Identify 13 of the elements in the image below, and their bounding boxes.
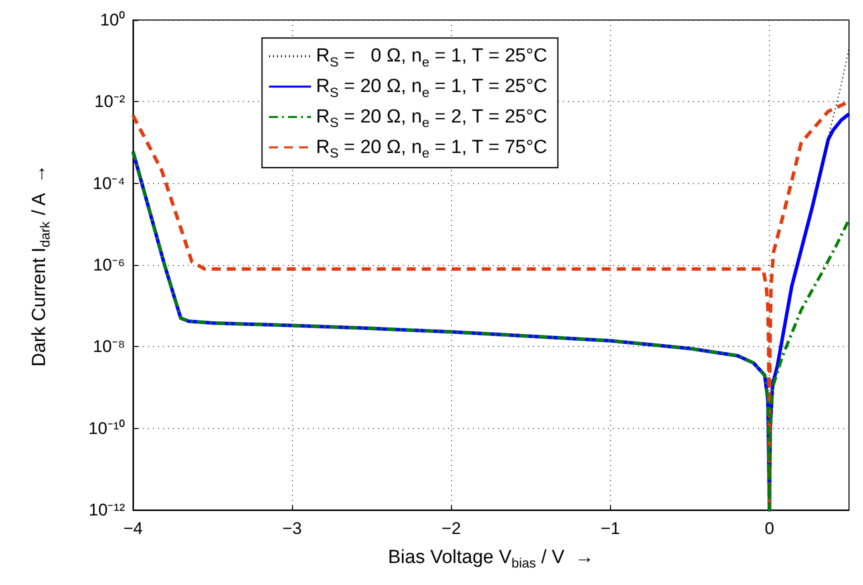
- y-tick-label: 10⁻⁴: [92, 174, 125, 193]
- y-tick-label: 10⁻²: [94, 92, 126, 112]
- x-tick-label: −4: [123, 519, 143, 538]
- x-tick-label: −2: [442, 519, 461, 538]
- x-tick-label: −1: [600, 519, 620, 538]
- y-tick-label: 10⁻⁸: [92, 337, 125, 356]
- x-tick-label: −3: [282, 519, 302, 538]
- y-axis-title: Dark Current Idark / A →: [29, 164, 53, 367]
- y-tick-label: 10⁻¹²: [88, 500, 126, 520]
- x-tick-label: 0: [764, 519, 774, 538]
- y-tick-label: 10⁰: [100, 10, 125, 30]
- y-tick-label: 10⁻¹⁰: [88, 418, 125, 438]
- y-tick-label: 10⁻⁶: [93, 256, 125, 274]
